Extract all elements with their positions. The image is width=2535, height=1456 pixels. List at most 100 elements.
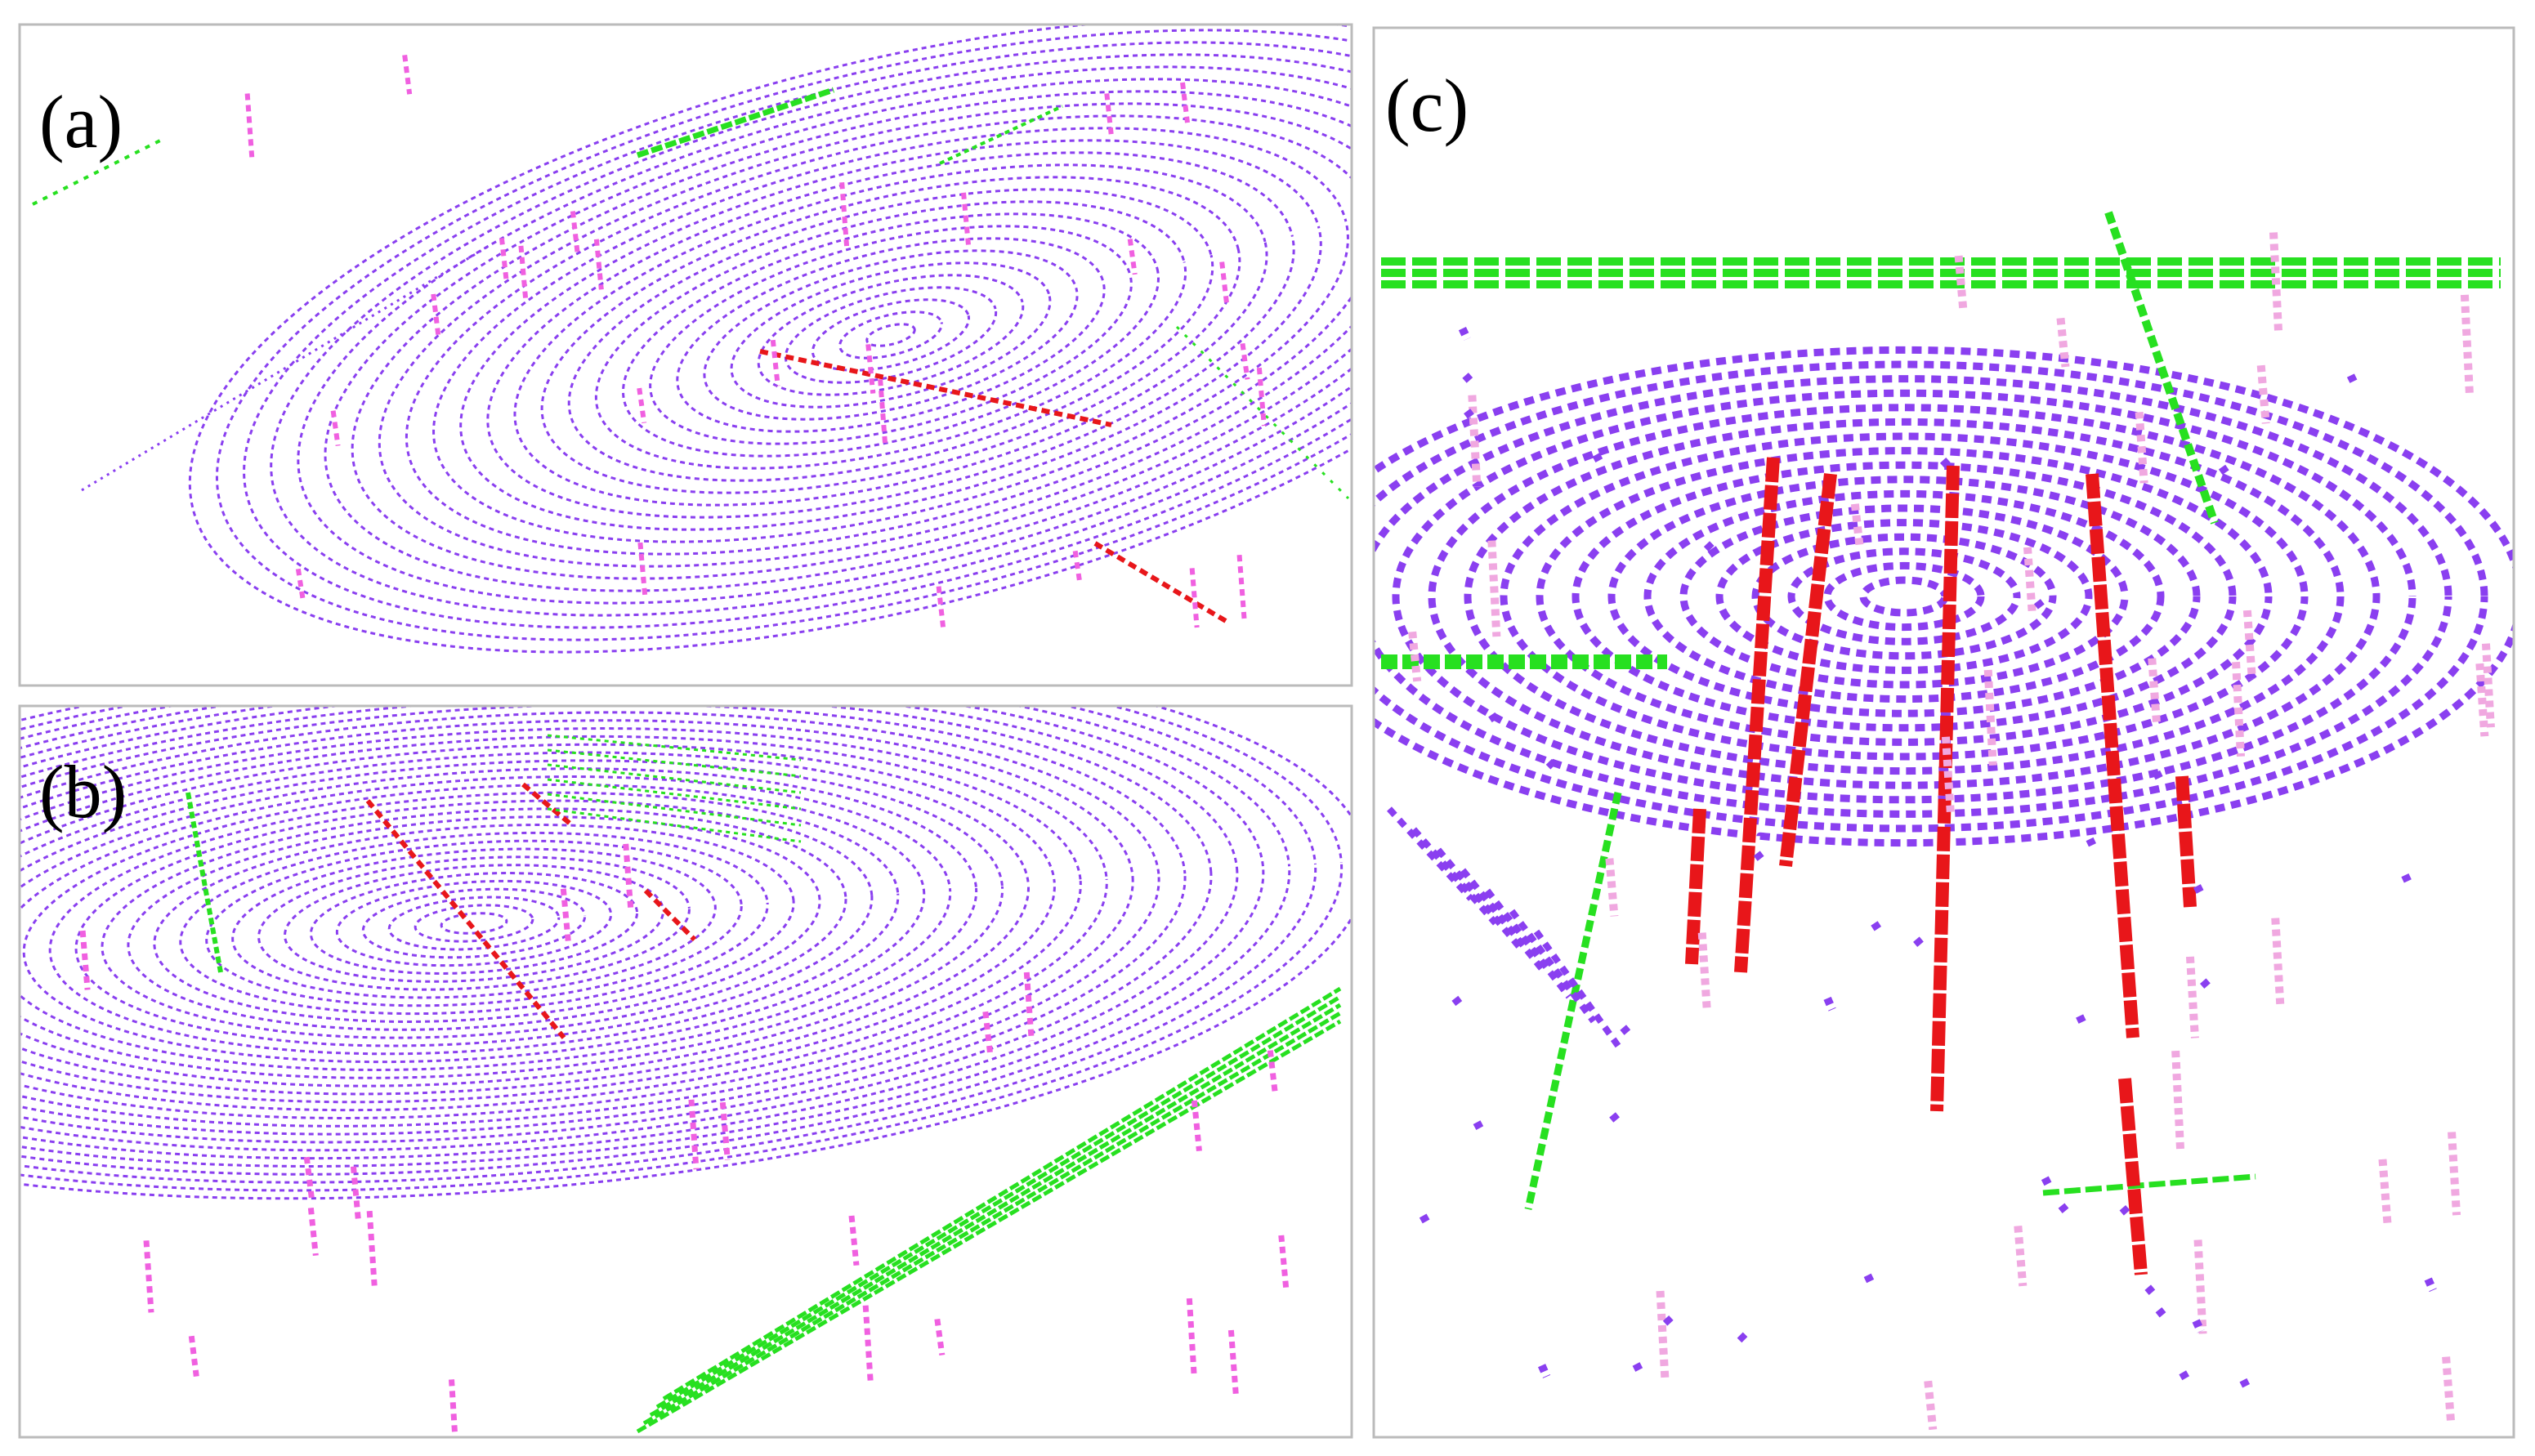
green-segment bbox=[547, 734, 802, 761]
scan-ring bbox=[20, 719, 1134, 1128]
pole bbox=[2269, 232, 2282, 331]
pole bbox=[499, 238, 509, 284]
pole bbox=[1545, 758, 1557, 770]
scan-ring bbox=[594, 200, 1187, 470]
scan-ring bbox=[1536, 447, 2273, 746]
pole bbox=[2239, 1378, 2252, 1392]
pole bbox=[2460, 294, 2474, 394]
scan-ring bbox=[231, 847, 717, 999]
pole bbox=[1464, 409, 1476, 421]
pole bbox=[1850, 503, 1864, 549]
pole bbox=[1697, 932, 1711, 1010]
pole bbox=[2153, 770, 2166, 784]
red-segment bbox=[759, 349, 1112, 427]
scan-ring bbox=[324, 78, 1352, 592]
pole bbox=[936, 586, 946, 632]
pole bbox=[2448, 1132, 2461, 1216]
scan-ring bbox=[22, 783, 926, 1064]
green-segment bbox=[636, 87, 835, 159]
pole bbox=[1267, 1050, 1278, 1094]
pole bbox=[2058, 1203, 2070, 1215]
scan-ring bbox=[1751, 533, 2057, 660]
scan-ring bbox=[1607, 476, 2201, 717]
pole bbox=[244, 93, 255, 163]
pole bbox=[2144, 1284, 2156, 1296]
scan-ring bbox=[540, 176, 1241, 494]
scan-ring bbox=[622, 212, 1160, 458]
scan-ring bbox=[361, 887, 587, 959]
scan-ring bbox=[1374, 346, 2514, 847]
scan-ring bbox=[215, 29, 1352, 641]
pole bbox=[1451, 995, 1464, 1007]
pole bbox=[1104, 93, 1115, 140]
pole bbox=[1072, 550, 1083, 586]
pole bbox=[2076, 1014, 2089, 1029]
scan-ring bbox=[567, 188, 1214, 482]
pole bbox=[1605, 858, 1619, 917]
pole bbox=[2185, 956, 2199, 1038]
pole bbox=[1537, 1364, 1551, 1378]
pole bbox=[1913, 936, 1925, 948]
green-segment bbox=[186, 792, 223, 973]
panel-a-cloud bbox=[32, 25, 1352, 654]
pole bbox=[865, 344, 876, 394]
scan-ring bbox=[20, 767, 978, 1079]
scan-ring bbox=[486, 151, 1295, 519]
scan-ring bbox=[74, 799, 874, 1047]
pole bbox=[295, 568, 306, 601]
pole bbox=[1189, 568, 1200, 628]
pole bbox=[1753, 851, 1765, 863]
pole bbox=[2401, 873, 2414, 887]
pole bbox=[1737, 1332, 1748, 1343]
pole bbox=[1656, 1290, 1670, 1382]
scan-ring bbox=[405, 114, 1352, 556]
panel-label: (c) bbox=[1385, 64, 1469, 147]
scan-ring bbox=[20, 706, 1187, 1144]
scan-ring bbox=[811, 298, 971, 372]
pole bbox=[560, 888, 571, 942]
scan-ring bbox=[20, 727, 1108, 1119]
scan-ring bbox=[284, 864, 664, 983]
pole bbox=[862, 1305, 874, 1382]
pole bbox=[1462, 373, 1473, 384]
green-segment bbox=[642, 1011, 1342, 1426]
pole bbox=[2424, 1277, 2437, 1293]
pole bbox=[1023, 971, 1035, 1042]
scan-ring bbox=[48, 791, 900, 1056]
panel-c-frame bbox=[1372, 26, 2515, 1439]
green-segment bbox=[662, 986, 1342, 1401]
pole bbox=[2056, 317, 2070, 368]
pole bbox=[1941, 736, 1955, 815]
purple-trace bbox=[1411, 827, 1499, 926]
scan-ring bbox=[1715, 519, 2093, 674]
pole bbox=[1954, 255, 1968, 313]
panel-label: (a) bbox=[39, 80, 123, 163]
scan-ring bbox=[730, 261, 1052, 409]
pole bbox=[2200, 978, 2211, 989]
pole bbox=[2481, 643, 2495, 728]
green-segment bbox=[2042, 1173, 2256, 1196]
red-segment bbox=[2175, 775, 2197, 908]
scan-ring bbox=[1572, 461, 2237, 732]
green-segment bbox=[939, 105, 1063, 165]
red-segment bbox=[365, 799, 566, 1039]
pole bbox=[1487, 540, 1501, 637]
pole bbox=[688, 1099, 700, 1170]
scan-ring bbox=[20, 743, 1056, 1104]
pole bbox=[719, 1101, 731, 1160]
red-segment bbox=[1685, 808, 1706, 965]
pole bbox=[2271, 918, 2285, 1005]
green-segment bbox=[655, 994, 1342, 1409]
pole bbox=[2232, 661, 2246, 757]
pole bbox=[1186, 1297, 1197, 1378]
pole bbox=[1924, 1380, 1938, 1431]
scan-ring bbox=[20, 706, 1265, 1168]
pole bbox=[1468, 395, 1482, 488]
green-segment bbox=[547, 748, 802, 778]
scan-ring bbox=[676, 237, 1106, 433]
scan-ring bbox=[20, 706, 1317, 1184]
pole bbox=[1662, 1315, 1674, 1327]
red-segment bbox=[1779, 473, 1837, 867]
